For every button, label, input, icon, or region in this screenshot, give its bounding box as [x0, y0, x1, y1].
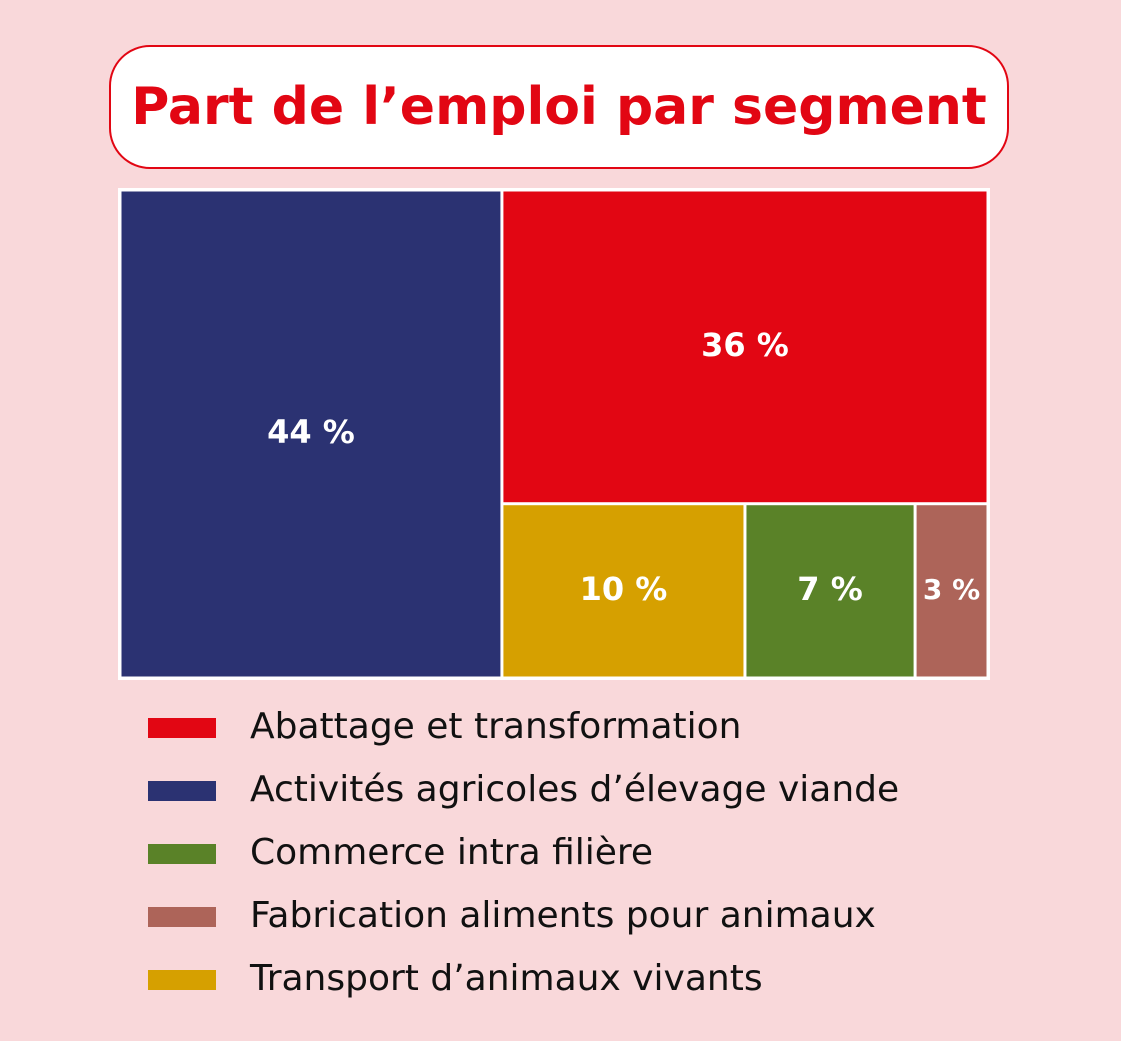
legend-label: Fabrication aliments pour animaux: [250, 895, 876, 936]
tile-label: 36 %: [701, 326, 789, 364]
tile-label: 10 %: [580, 570, 668, 608]
tile-label: 7 %: [797, 570, 862, 608]
tile-label: 3 %: [923, 573, 980, 606]
tile: [503, 505, 744, 677]
tile: [916, 505, 987, 677]
tile: [121, 191, 501, 677]
tile: [503, 191, 987, 503]
tile: [746, 505, 914, 677]
legend-swatch: [148, 718, 216, 738]
legend-label: Activités agricoles d’élevage viande: [250, 769, 899, 810]
tile-label: 44 %: [267, 413, 355, 451]
legend-label: Transport d’animaux vivants: [249, 958, 763, 999]
legend-label: Abattage et transformation: [250, 706, 741, 747]
chart-title: Part de l’emploi par segment: [131, 77, 987, 137]
legend-swatch: [148, 844, 216, 864]
title-box: [109, 45, 1009, 169]
legend-swatch: [148, 907, 216, 927]
legend-swatch: [148, 970, 216, 990]
legend-swatch: [148, 781, 216, 801]
legend-label: Commerce intra filière: [250, 832, 653, 873]
